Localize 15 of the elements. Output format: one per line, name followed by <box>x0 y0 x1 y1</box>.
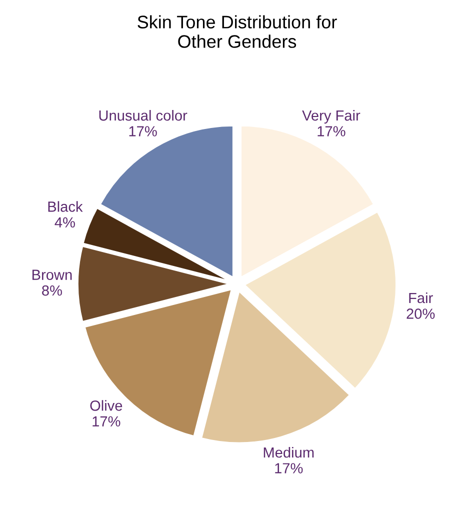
data-label: 20% <box>406 308 435 319</box>
slice-label: Olive <box>90 400 122 411</box>
slice-label: Medium <box>264 446 314 458</box>
data-label: 8% <box>42 285 62 296</box>
slice-label: Brown <box>32 270 72 280</box>
data-label: 4% <box>54 217 75 228</box>
chart-title: Skin Tone Distribution for Other Genders <box>138 15 337 48</box>
data-label: 17% <box>92 416 120 426</box>
data-label: 17% <box>318 126 346 136</box>
slice-label: Very Fair <box>302 110 360 124</box>
data-label: 17% <box>129 126 157 136</box>
slice-label: Unusual color <box>99 110 188 121</box>
slice-label: Black <box>48 201 83 212</box>
slice-label: Fair <box>409 292 433 304</box>
data-label: 17% <box>275 463 303 474</box>
